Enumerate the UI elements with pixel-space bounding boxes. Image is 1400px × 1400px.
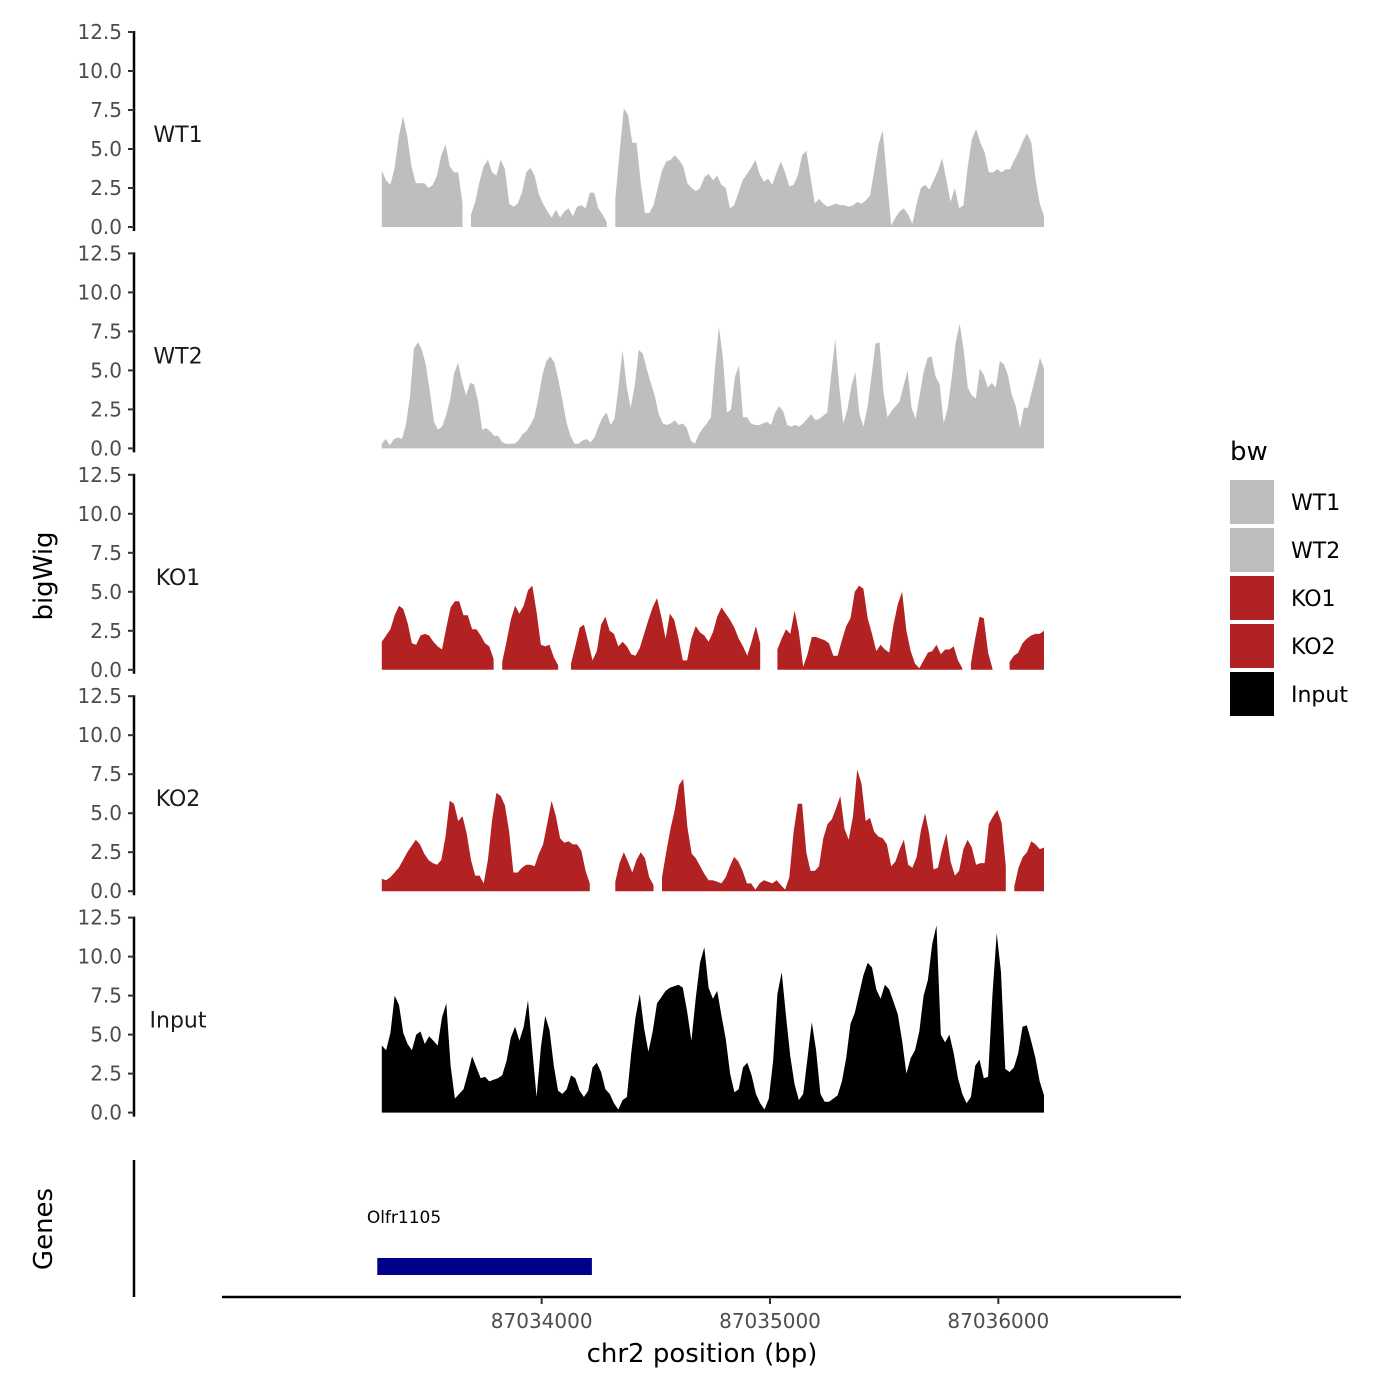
legend-title: bw xyxy=(1230,437,1268,467)
coverage-area-wt2 xyxy=(381,323,1044,449)
coverage-area-ko1 xyxy=(970,616,993,670)
y-axis-title: bigWig xyxy=(29,531,59,620)
y-tick-label: 12.5 xyxy=(77,906,122,930)
y-tick-label: 5.0 xyxy=(90,580,122,604)
track-label: Input xyxy=(150,1009,207,1034)
y-tick-label: 5.0 xyxy=(90,1023,122,1047)
coverage-tracks: 0.0 2.5 5.0 7.5 10.0 12.5 WT1 0.0 2.5 5.0 7.5 10.0 1… xyxy=(77,20,1044,1125)
gene-label: Olfr1105 xyxy=(367,1208,441,1228)
track-label: WT1 xyxy=(153,123,202,148)
coverage-area-ko1 xyxy=(571,598,761,670)
y-tick-label: 12.5 xyxy=(77,20,122,44)
legend-label: WT1 xyxy=(1291,491,1340,516)
y-tick-label: 0.0 xyxy=(90,215,122,239)
y-tick-label: 10.0 xyxy=(77,59,122,83)
track-wt1: 0.0 2.5 5.0 7.5 10.0 12.5 WT1 xyxy=(77,20,1044,239)
y-tick-label: 7.5 xyxy=(90,984,122,1008)
y-tick-label: 2.5 xyxy=(90,840,122,864)
genes-axis-title: Genes xyxy=(29,1188,59,1270)
x-axis-title: chr2 position (bp) xyxy=(587,1339,818,1369)
legend-swatch xyxy=(1230,672,1274,716)
y-tick-label: 2.5 xyxy=(90,397,122,421)
coverage-area-ko2 xyxy=(615,852,654,892)
y-tick-label: 10.0 xyxy=(77,502,122,526)
y-tick-label: 12.5 xyxy=(77,241,122,265)
track-ko1: 0.0 2.5 5.0 7.5 10.0 12.5 KO1 xyxy=(77,463,1044,682)
legend-swatch xyxy=(1230,576,1274,620)
legend-swatch xyxy=(1230,528,1274,572)
legend-label: KO2 xyxy=(1291,635,1336,660)
x-tick-label: 87034000 xyxy=(491,1309,593,1333)
track-input: 0.0 2.5 5.0 7.5 10.0 12.5 Input xyxy=(77,906,1044,1125)
legend-item-ko1: KO1 xyxy=(1230,576,1336,620)
y-tick-label: 7.5 xyxy=(90,541,122,565)
legend-item-ko2: KO2 xyxy=(1230,624,1336,668)
y-tick-label: 2.5 xyxy=(90,1062,122,1086)
coverage-area-ko1 xyxy=(502,585,559,670)
coverage-area-ko1 xyxy=(1009,630,1044,670)
legend-swatch xyxy=(1230,480,1274,524)
legend-swatch xyxy=(1230,624,1274,668)
y-tick-label: 0.0 xyxy=(90,879,122,903)
coverage-area-ko1 xyxy=(777,585,963,670)
legend-label: KO1 xyxy=(1291,587,1336,612)
coverage-area-ko1 xyxy=(381,601,494,670)
track-label: KO1 xyxy=(156,566,201,591)
x-tick-label: 87036000 xyxy=(947,1309,1049,1333)
y-tick-label: 7.5 xyxy=(90,98,122,122)
track-label: WT2 xyxy=(153,344,202,369)
gene-track: Olfr1105 xyxy=(132,1160,592,1297)
legend-label: WT2 xyxy=(1291,539,1340,564)
x-tick-label: 87035000 xyxy=(719,1309,821,1333)
y-tick-label: 0.0 xyxy=(90,1101,122,1125)
gene-body xyxy=(377,1258,592,1275)
y-tick-label: 12.5 xyxy=(77,684,122,708)
y-tick-label: 10.0 xyxy=(77,723,122,747)
x-axis: 87034000 87035000 87036000 xyxy=(222,1295,1181,1333)
legend: bw WT1 WT2 KO1 KO2 Input xyxy=(1230,437,1348,716)
y-tick-label: 10.0 xyxy=(77,280,122,304)
track-ko2: 0.0 2.5 5.0 7.5 10.0 12.5 KO2 xyxy=(77,684,1044,903)
track-wt2: 0.0 2.5 5.0 7.5 10.0 12.5 WT2 xyxy=(77,241,1044,460)
legend-item-input: Input xyxy=(1230,672,1348,716)
y-tick-label: 2.5 xyxy=(90,619,122,643)
y-tick-label: 5.0 xyxy=(90,801,122,825)
coverage-area-ko2 xyxy=(381,792,590,892)
y-tick-label: 5.0 xyxy=(90,137,122,161)
coverage-area-ko2 xyxy=(662,769,1006,892)
y-tick-label: 7.5 xyxy=(90,762,122,786)
coverage-area-input xyxy=(381,925,1044,1113)
y-tick-label: 10.0 xyxy=(77,945,122,969)
coverage-area-ko2 xyxy=(1014,841,1044,892)
track-label: KO2 xyxy=(156,787,201,812)
y-tick-label: 0.0 xyxy=(90,436,122,460)
coverage-area-wt1 xyxy=(381,116,463,227)
legend-item-wt1: WT1 xyxy=(1230,480,1340,524)
coverage-area-wt1 xyxy=(471,159,607,227)
y-tick-label: 5.0 xyxy=(90,358,122,382)
y-tick-label: 0.0 xyxy=(90,658,122,682)
y-tick-label: 12.5 xyxy=(77,463,122,487)
coverage-area-wt1 xyxy=(615,108,1044,227)
y-tick-label: 7.5 xyxy=(90,319,122,343)
y-tick-label: 2.5 xyxy=(90,176,122,200)
legend-item-wt2: WT2 xyxy=(1230,528,1340,572)
legend-label: Input xyxy=(1291,683,1348,708)
